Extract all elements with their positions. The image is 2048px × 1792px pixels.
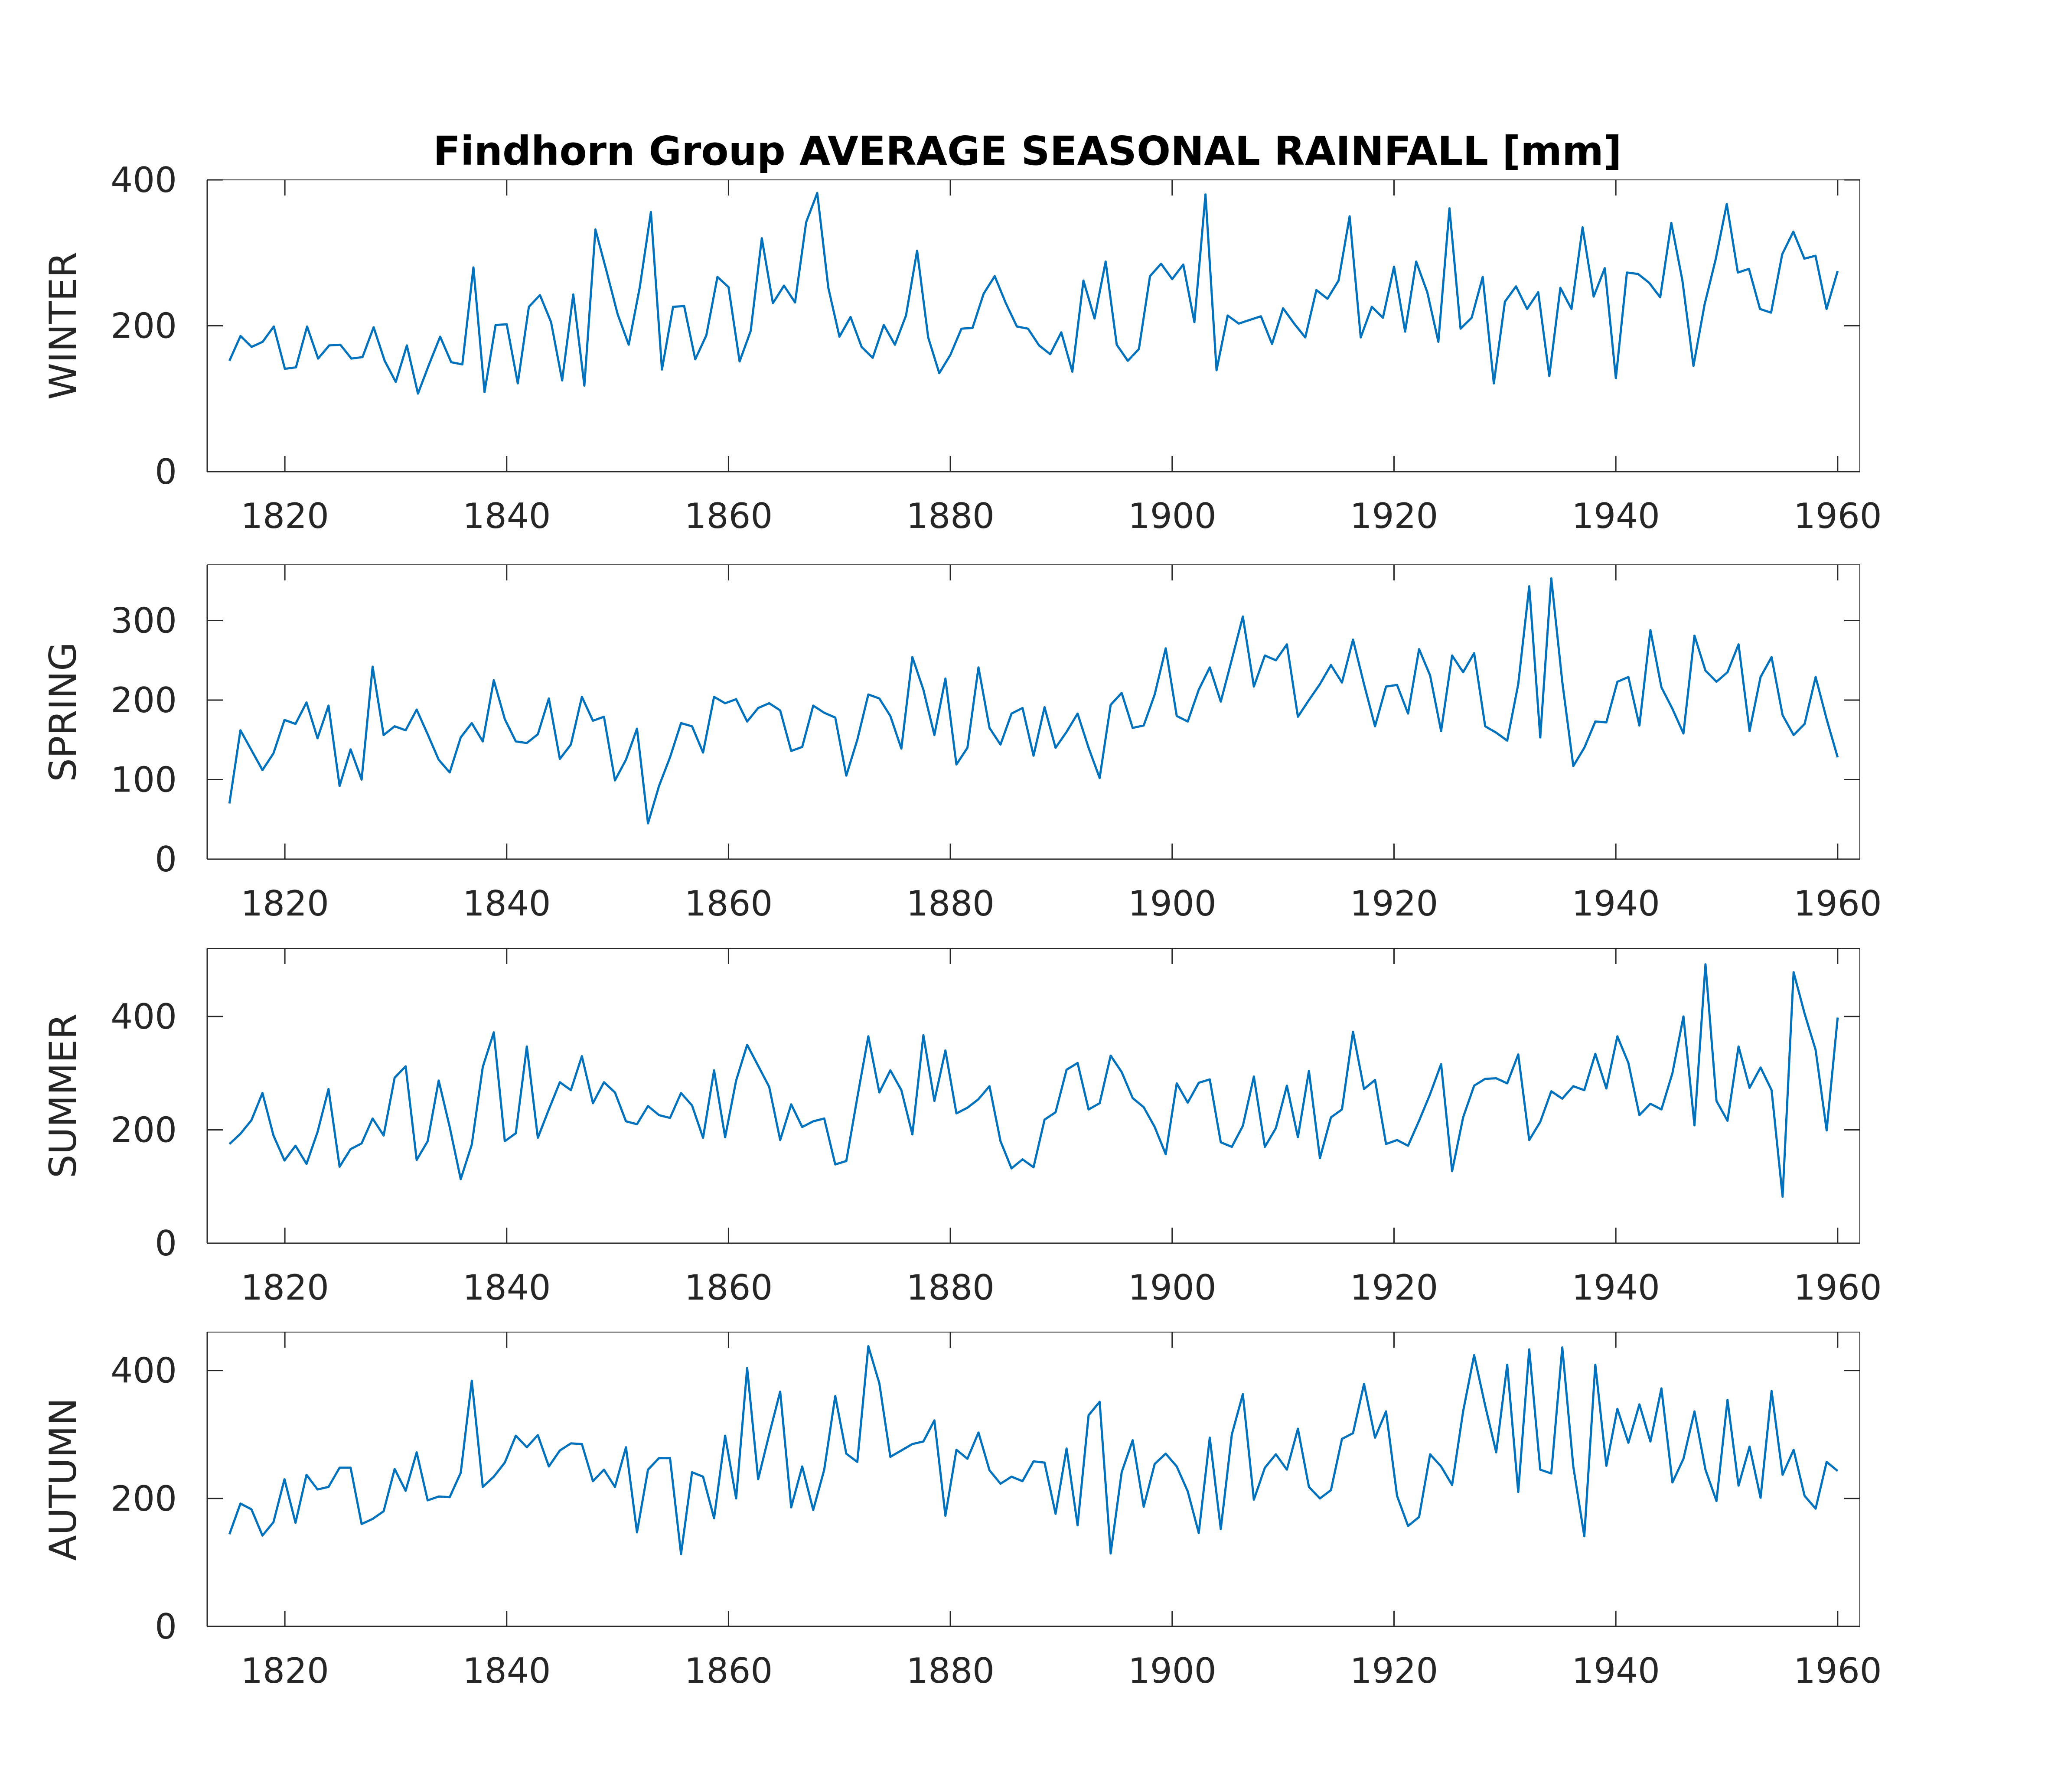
rainfall-series-line-winter: [228, 192, 1839, 395]
y-tick-label: 0: [155, 452, 177, 492]
y-axis-label: WINTER: [42, 252, 85, 400]
x-tick-label: 1960: [1794, 1651, 1882, 1691]
x-tick-label: 1880: [906, 883, 995, 924]
y-tick-label: 0: [155, 1606, 177, 1647]
y-tick-label: 0: [155, 1223, 177, 1264]
x-tick-label: 1960: [1794, 496, 1882, 536]
y-tick-label: 200: [111, 680, 177, 720]
x-tick-label: 1900: [1128, 1651, 1216, 1691]
x-tick-label: 1900: [1128, 496, 1216, 536]
x-tick-label: 1920: [1350, 496, 1438, 536]
rainfall-series-line-spring: [228, 577, 1839, 824]
x-tick-label: 1940: [1572, 1267, 1660, 1308]
x-tick-label: 1860: [685, 1651, 773, 1691]
y-tick-label: 200: [111, 306, 177, 346]
y-tick-label: 300: [111, 600, 177, 641]
x-tick-label: 1860: [685, 1267, 773, 1308]
panel-winter: 1820 1840 1860 1880 1900 1920 1940 1960 0 200 400 W…: [42, 160, 1882, 536]
y-tick-label: 200: [111, 1479, 177, 1519]
x-tick-label: 1820: [241, 883, 329, 924]
x-tick-label: 1920: [1350, 1267, 1438, 1308]
x-tick-label: 1940: [1572, 883, 1660, 924]
chart-title: Findhorn Group AVERAGE SEASONAL RAINFALL…: [433, 128, 1622, 174]
x-tick-label: 1960: [1794, 1267, 1882, 1308]
x-tick-label: 1880: [906, 1651, 995, 1691]
rainfall-series-line-autumn: [228, 1345, 1839, 1555]
subplot-panels: 1820 1840 1860 1880 1900 1920 1940 1960 0 200 400 W…: [42, 160, 1882, 1691]
y-tick-label: 400: [111, 160, 177, 200]
x-tick-label: 1820: [241, 496, 329, 536]
x-tick-label: 1820: [241, 1267, 329, 1308]
x-tick-label: 1940: [1572, 1651, 1660, 1691]
x-tick-label: 1880: [906, 496, 995, 536]
y-axis-label: SUMMER: [42, 1013, 85, 1178]
y-tick-label: 100: [111, 759, 177, 800]
x-tick-label: 1840: [463, 1651, 551, 1691]
x-tick-label: 1920: [1350, 883, 1438, 924]
x-tick-label: 1820: [241, 1651, 329, 1691]
y-tick-label: 0: [155, 839, 177, 880]
panel-spring: 1820 1840 1860 1880 1900 1920 1940 1960 0 100 200 3…: [42, 564, 1882, 924]
x-tick-label: 1900: [1128, 883, 1216, 924]
rainfall-series-line-summer: [228, 963, 1839, 1198]
y-tick-label: 400: [111, 1351, 177, 1391]
x-tick-label: 1840: [463, 1267, 551, 1308]
x-tick-label: 1860: [685, 496, 773, 536]
panel-summer: 1820 1840 1860 1880 1900 1920 1940 1960 0 200 400 S…: [42, 948, 1882, 1308]
x-tick-label: 1900: [1128, 1267, 1216, 1308]
y-tick-label: 400: [111, 997, 177, 1037]
x-tick-label: 1920: [1350, 1651, 1438, 1691]
y-axis-label: SPRING: [42, 642, 85, 782]
x-tick-label: 1840: [463, 496, 551, 536]
x-tick-label: 1940: [1572, 496, 1660, 536]
panel-autumn: 1820 1840 1860 1880 1900 1920 1940 1960 0 200 400 A…: [42, 1332, 1882, 1691]
x-tick-label: 1840: [463, 883, 551, 924]
x-tick-label: 1860: [685, 883, 773, 924]
x-tick-label: 1880: [906, 1267, 995, 1308]
y-axis-label: AUTUMN: [42, 1398, 85, 1561]
x-tick-label: 1960: [1794, 883, 1882, 924]
y-tick-label: 200: [111, 1110, 177, 1150]
